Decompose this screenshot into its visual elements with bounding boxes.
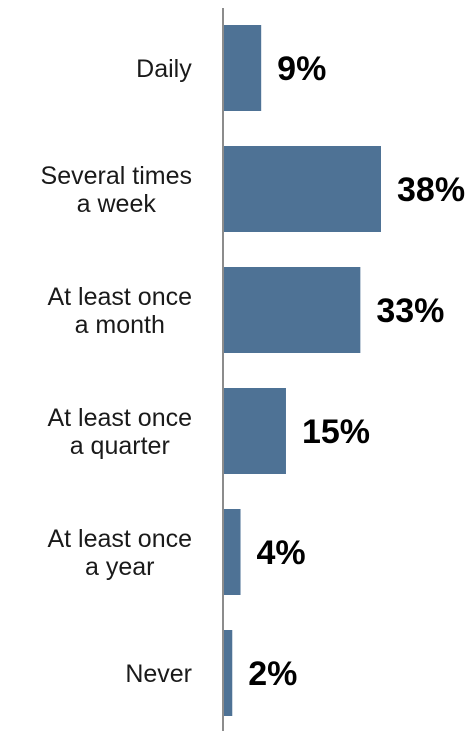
- value-label: 2%: [248, 655, 297, 693]
- value-label: 4%: [257, 534, 306, 572]
- category-label-line: At least once: [47, 283, 192, 311]
- bar: [224, 267, 361, 353]
- category-label: Daily: [136, 55, 192, 83]
- value-label: 15%: [302, 413, 370, 451]
- category-label: At least once a year: [47, 525, 192, 581]
- category-label-line: a quarter: [70, 432, 170, 460]
- value-label: 38%: [397, 171, 465, 209]
- bar: [224, 25, 262, 111]
- bar: [224, 509, 241, 595]
- category-label-line: Daily: [136, 55, 192, 83]
- bar: [224, 146, 381, 232]
- category-label-line: a month: [75, 311, 165, 339]
- category-label: At least once a quarter: [47, 404, 192, 460]
- category-label: At least once a month: [47, 283, 192, 339]
- category-label-line: Several times: [41, 162, 192, 190]
- bar: [224, 388, 286, 474]
- category-label-line: Never: [125, 660, 192, 688]
- category-label: Several times a week: [41, 162, 192, 218]
- bar-group: [224, 25, 381, 716]
- value-label-group: 9% 38% 33% 15% 4% 2%: [248, 50, 465, 693]
- value-label: 9%: [277, 50, 326, 88]
- category-label-line: a week: [77, 190, 157, 218]
- category-label: Never: [125, 660, 192, 688]
- bar: [224, 630, 233, 716]
- category-label-line: At least once: [47, 404, 192, 432]
- category-label-line: At least once: [47, 525, 192, 553]
- category-label-line: a year: [85, 553, 154, 581]
- value-label: 33%: [376, 292, 444, 330]
